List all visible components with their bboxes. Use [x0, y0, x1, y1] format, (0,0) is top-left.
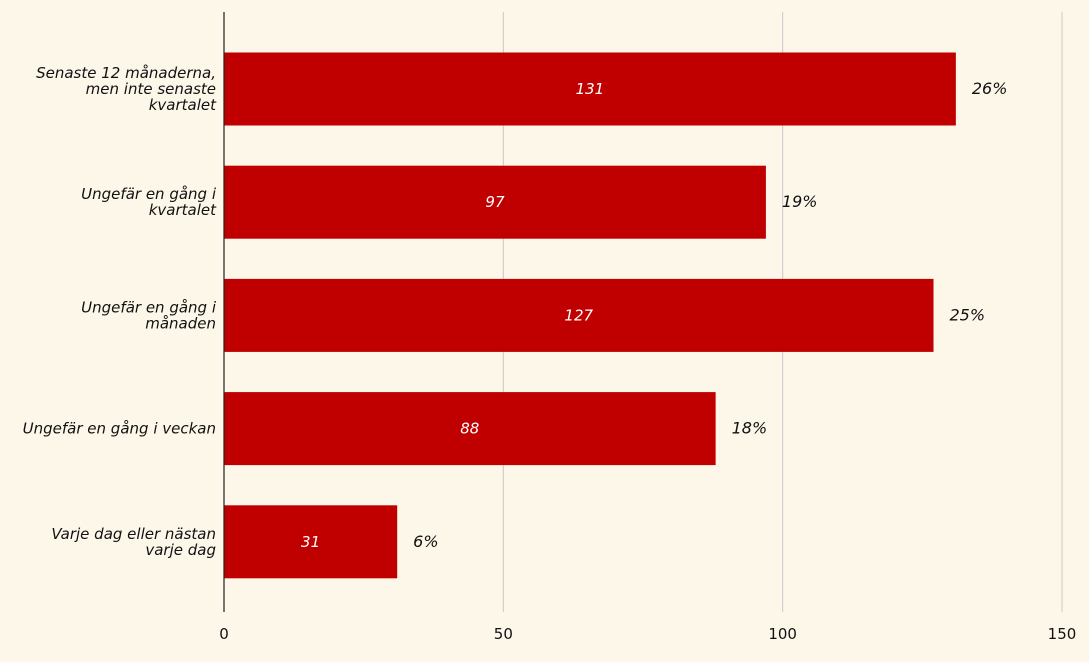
category-label-line: kvartalet [149, 201, 217, 219]
category-label-line: kvartalet [149, 96, 217, 114]
bar-value-label-0: 131 [576, 80, 605, 98]
category-label-4: Varje dag eller nästan varje dag [51, 525, 216, 559]
bar-percent-label-0: 26% [972, 79, 1008, 98]
bar-2 [224, 278, 934, 352]
category-label-2: Ungefär en gång i månaden [81, 298, 217, 332]
x-tick-label-150: 150 [1048, 625, 1077, 643]
category-label-line: varje dag [145, 541, 216, 559]
x-tick-label-50: 50 [494, 625, 513, 643]
bar-value-label-4: 31 [301, 533, 320, 551]
category-label-0: Senaste 12 månaderna, men inte senaste kva… [36, 64, 217, 114]
bar-4 [224, 505, 398, 579]
bar-value-label-2: 127 [564, 306, 593, 324]
x-tick-label-100: 100 [768, 625, 797, 643]
bar-3 [224, 392, 716, 466]
category-label-line: Ungefär en gång i veckan [23, 420, 216, 438]
category-label-line: men inte senaste [86, 80, 216, 98]
bar-percent-label-4: 6% [413, 532, 438, 551]
category-label-line: Varje dag eller nästan [51, 525, 216, 543]
bar-1 [224, 165, 766, 239]
bar-0 [224, 52, 956, 126]
category-labels: Senaste 12 månaderna, men inte senaste kva… [23, 64, 217, 559]
category-label-line: Senaste 12 månaderna, [36, 64, 216, 82]
bar-value-label-1: 97 [485, 193, 505, 211]
bars: 131 26% 97 19% 127 25% 88 18% 31 6% [224, 52, 1008, 579]
x-axis-ticks: 0 50 100 150 [219, 625, 1076, 643]
category-label-1: Ungefär en gång i kvartalet [81, 185, 217, 219]
category-label-line: Ungefär en gång i [81, 298, 217, 316]
category-label-line: Ungefär en gång i [81, 185, 217, 203]
bar-percent-label-2: 25% [950, 305, 986, 324]
category-label-line: månaden [145, 314, 216, 332]
category-label-3: Ungefär en gång i veckan [23, 420, 216, 438]
bar-percent-label-3: 18% [732, 419, 768, 438]
x-tick-label-0: 0 [219, 625, 229, 643]
bar-percent-label-1: 19% [782, 192, 818, 211]
bar-value-label-3: 88 [460, 420, 479, 438]
